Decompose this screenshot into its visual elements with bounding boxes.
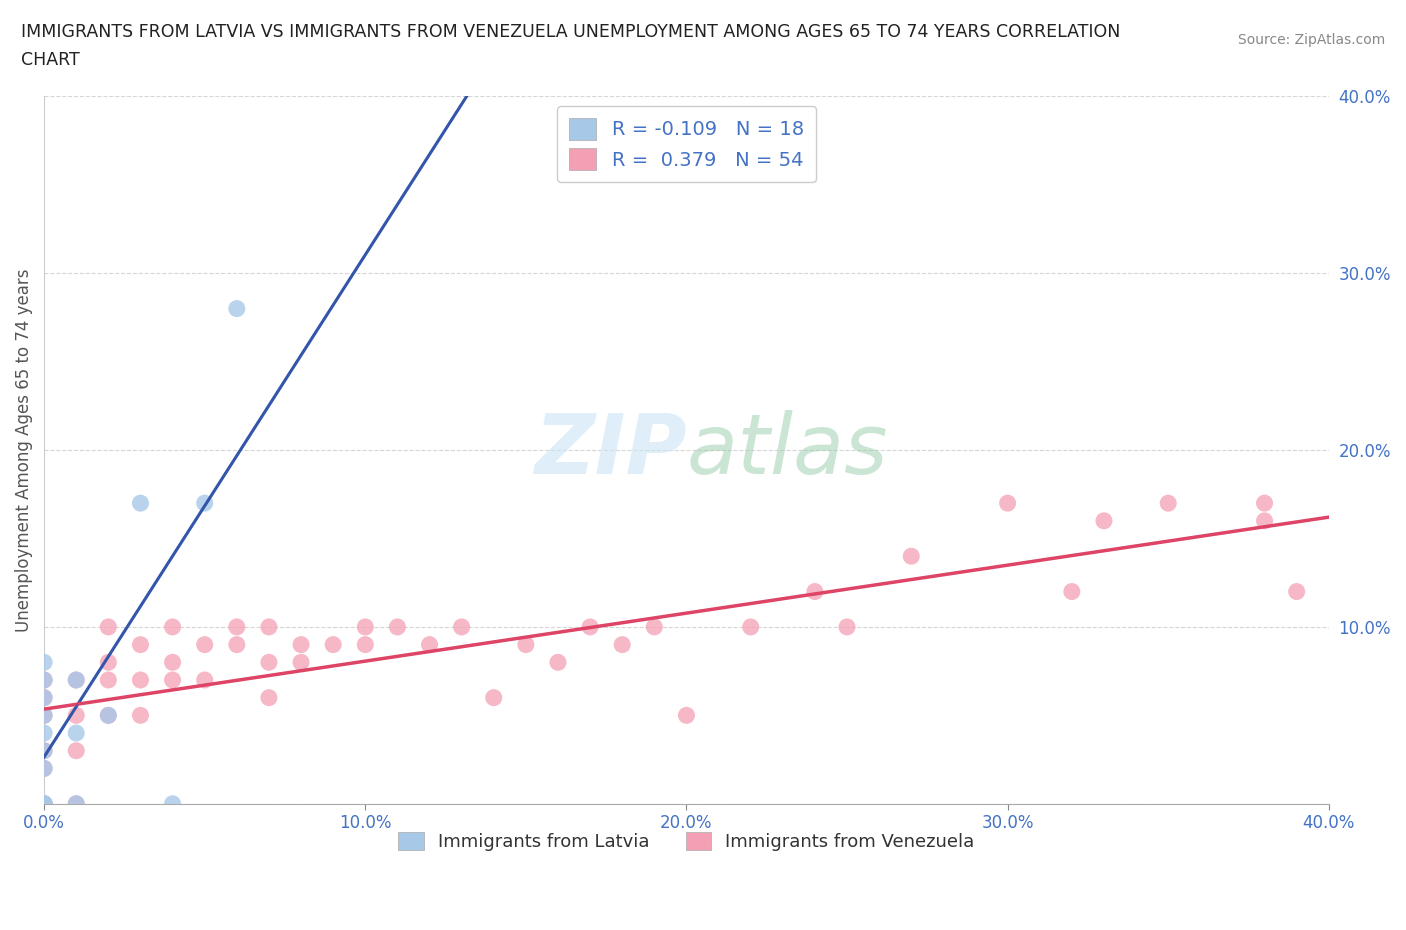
Point — [322, 637, 344, 652]
Text: atlas: atlas — [686, 409, 889, 491]
Point — [97, 708, 120, 723]
Text: ZIP: ZIP — [534, 409, 686, 491]
Point — [1253, 496, 1275, 511]
Point — [32, 690, 55, 705]
Point — [97, 672, 120, 687]
Point — [65, 708, 87, 723]
Point — [225, 637, 247, 652]
Point — [32, 672, 55, 687]
Point — [354, 637, 377, 652]
Point — [32, 796, 55, 811]
Point — [32, 690, 55, 705]
Point — [900, 549, 922, 564]
Point — [290, 655, 312, 670]
Point — [1157, 496, 1180, 511]
Point — [1253, 513, 1275, 528]
Point — [32, 725, 55, 740]
Point — [32, 743, 55, 758]
Point — [65, 672, 87, 687]
Point — [32, 761, 55, 776]
Point — [162, 672, 184, 687]
Point — [32, 743, 55, 758]
Point — [257, 690, 280, 705]
Point — [32, 655, 55, 670]
Point — [579, 619, 602, 634]
Point — [194, 496, 217, 511]
Point — [643, 619, 665, 634]
Point — [612, 637, 634, 652]
Point — [1060, 584, 1083, 599]
Point — [65, 725, 87, 740]
Point — [547, 655, 569, 670]
Point — [32, 672, 55, 687]
Point — [290, 637, 312, 652]
Point — [32, 796, 55, 811]
Point — [129, 637, 152, 652]
Point — [740, 619, 762, 634]
Point — [387, 619, 409, 634]
Point — [129, 672, 152, 687]
Text: CHART: CHART — [21, 51, 80, 69]
Point — [804, 584, 827, 599]
Point — [257, 619, 280, 634]
Point — [32, 708, 55, 723]
Point — [97, 655, 120, 670]
Y-axis label: Unemployment Among Ages 65 to 74 years: Unemployment Among Ages 65 to 74 years — [15, 269, 32, 631]
Point — [97, 619, 120, 634]
Legend: Immigrants from Latvia, Immigrants from Venezuela: Immigrants from Latvia, Immigrants from … — [391, 825, 981, 858]
Point — [482, 690, 505, 705]
Point — [225, 301, 247, 316]
Point — [225, 619, 247, 634]
Point — [129, 708, 152, 723]
Point — [194, 637, 217, 652]
Point — [65, 796, 87, 811]
Text: Source: ZipAtlas.com: Source: ZipAtlas.com — [1237, 33, 1385, 46]
Point — [515, 637, 537, 652]
Point — [32, 708, 55, 723]
Point — [65, 796, 87, 811]
Text: IMMIGRANTS FROM LATVIA VS IMMIGRANTS FROM VENEZUELA UNEMPLOYMENT AMONG AGES 65 T: IMMIGRANTS FROM LATVIA VS IMMIGRANTS FRO… — [21, 23, 1121, 41]
Point — [65, 743, 87, 758]
Point — [194, 672, 217, 687]
Point — [65, 672, 87, 687]
Point — [32, 796, 55, 811]
Point — [129, 496, 152, 511]
Point — [997, 496, 1019, 511]
Point — [162, 796, 184, 811]
Point — [835, 619, 858, 634]
Point — [1092, 513, 1115, 528]
Point — [162, 655, 184, 670]
Point — [97, 708, 120, 723]
Point — [354, 619, 377, 634]
Point — [32, 796, 55, 811]
Point — [162, 619, 184, 634]
Point — [32, 761, 55, 776]
Point — [418, 637, 440, 652]
Point — [257, 655, 280, 670]
Point — [675, 708, 697, 723]
Point — [32, 796, 55, 811]
Point — [1285, 584, 1308, 599]
Point — [450, 619, 472, 634]
